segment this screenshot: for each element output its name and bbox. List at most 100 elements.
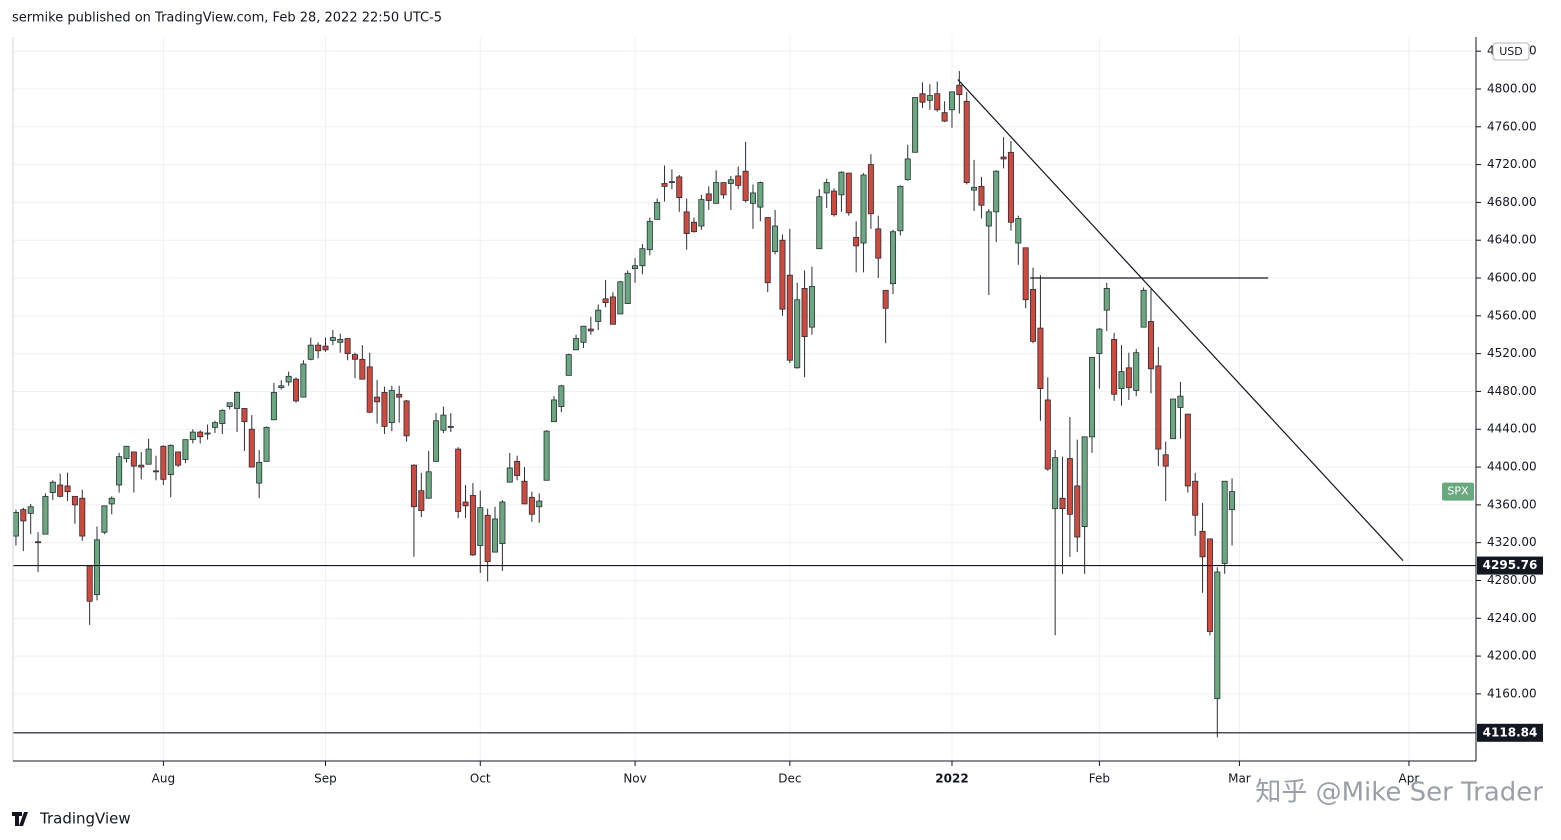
- y-tick-label: 4360.00: [1487, 497, 1537, 511]
- candle-body: [20, 509, 27, 522]
- candle-body: [35, 541, 42, 544]
- currency-box: [1492, 42, 1530, 61]
- x-tick-label: Aug: [152, 772, 175, 786]
- candle-body: [528, 496, 535, 515]
- y-tick-label: 4760.00: [1487, 119, 1537, 133]
- byline: sermike published on TradingView.com, Fe…: [12, 11, 442, 26]
- candle-body: [248, 428, 255, 468]
- candle-body: [602, 298, 609, 303]
- candle-body: [138, 464, 145, 468]
- candle-body: [1118, 371, 1125, 390]
- candle-body: [211, 422, 218, 428]
- candle-body: [845, 172, 852, 214]
- candle-body: [948, 91, 955, 111]
- candle-body: [469, 495, 476, 556]
- trendline: [957, 79, 1404, 562]
- candle-body: [757, 182, 764, 208]
- candle-body: [270, 391, 277, 421]
- candle-body: [1007, 151, 1014, 223]
- y-tick-label: 4800.00: [1487, 81, 1537, 95]
- candle-body: [440, 414, 447, 431]
- candle-body: [49, 481, 56, 493]
- candle-body: [447, 426, 454, 428]
- candle-body: [808, 286, 815, 328]
- candle-body: [57, 484, 64, 497]
- candle-body: [12, 512, 19, 537]
- y-tick-label: 4600.00: [1487, 271, 1537, 285]
- candle-body: [27, 506, 34, 514]
- y-tick-label: 4680.00: [1487, 195, 1537, 209]
- logo-mark: [12, 812, 28, 826]
- candle-body: [867, 164, 874, 215]
- candle-body: [838, 171, 845, 196]
- candle-body: [152, 470, 159, 473]
- candle-body: [912, 97, 919, 153]
- candle-body: [455, 448, 462, 512]
- candle-body: [705, 193, 712, 201]
- candle-body: [396, 393, 403, 398]
- watermark: 知乎 @Mike Ser Trader: [1255, 778, 1543, 808]
- candle-body: [1184, 413, 1191, 487]
- candle-body: [64, 485, 71, 493]
- x-tick-label: 2022: [935, 772, 968, 786]
- candle-body: [381, 391, 388, 427]
- candle-body: [167, 444, 174, 476]
- candle-body: [79, 497, 86, 537]
- candle-body: [580, 325, 587, 343]
- candle-body: [1037, 327, 1044, 390]
- candle-body: [558, 385, 565, 407]
- candle-body: [329, 337, 336, 341]
- candle-body: [374, 396, 381, 403]
- candle-body: [101, 505, 108, 533]
- brand: TradingView: [39, 810, 131, 828]
- candle-body: [234, 391, 241, 409]
- candle-body: [882, 289, 889, 309]
- candle-body: [661, 183, 668, 187]
- candle-body: [1229, 491, 1236, 510]
- symbol-label-box: [1442, 482, 1474, 501]
- candle-body: [779, 239, 786, 310]
- candle-body: [514, 460, 521, 476]
- candle-body: [565, 354, 572, 376]
- candle-body: [941, 112, 948, 122]
- candle-body: [691, 221, 698, 233]
- candle-body: [794, 299, 801, 369]
- x-tick-label: Mar: [1228, 772, 1251, 786]
- candle-body: [1133, 352, 1140, 391]
- candle-body: [919, 93, 926, 103]
- candle-body: [1030, 288, 1037, 342]
- candle-body: [71, 495, 78, 506]
- candle-body: [1089, 357, 1096, 438]
- candle-body: [595, 309, 602, 322]
- candle-body: [1044, 399, 1051, 470]
- candle-body: [536, 500, 543, 508]
- candle-body: [742, 170, 749, 201]
- candle-body: [1170, 398, 1177, 440]
- candle-body: [668, 181, 675, 184]
- y-tick-label: 4440.00: [1487, 422, 1537, 436]
- candle-body: [1214, 571, 1221, 700]
- candle-body: [175, 451, 182, 466]
- candle-body: [219, 409, 226, 424]
- candle-body: [263, 426, 270, 462]
- candle-body: [293, 378, 300, 402]
- candle-body: [1103, 288, 1110, 311]
- y-tick-label: 4320.00: [1487, 535, 1537, 549]
- candle-body: [1221, 480, 1228, 564]
- candle-body: [727, 179, 734, 184]
- candle-body: [956, 84, 963, 96]
- x-tick-label: Feb: [1089, 772, 1110, 786]
- candle-body: [1125, 367, 1132, 389]
- candle-body: [123, 445, 130, 459]
- candle-body: [617, 281, 624, 315]
- x-tick-label: Sep: [314, 772, 337, 786]
- candle-body: [904, 158, 911, 181]
- candle-body: [241, 408, 248, 423]
- y-tick-label: 4520.00: [1487, 346, 1537, 360]
- price-label: 4295.76: [1483, 558, 1538, 572]
- candle-body: [1199, 530, 1206, 558]
- candle-body: [285, 375, 292, 383]
- candle-body: [484, 514, 491, 562]
